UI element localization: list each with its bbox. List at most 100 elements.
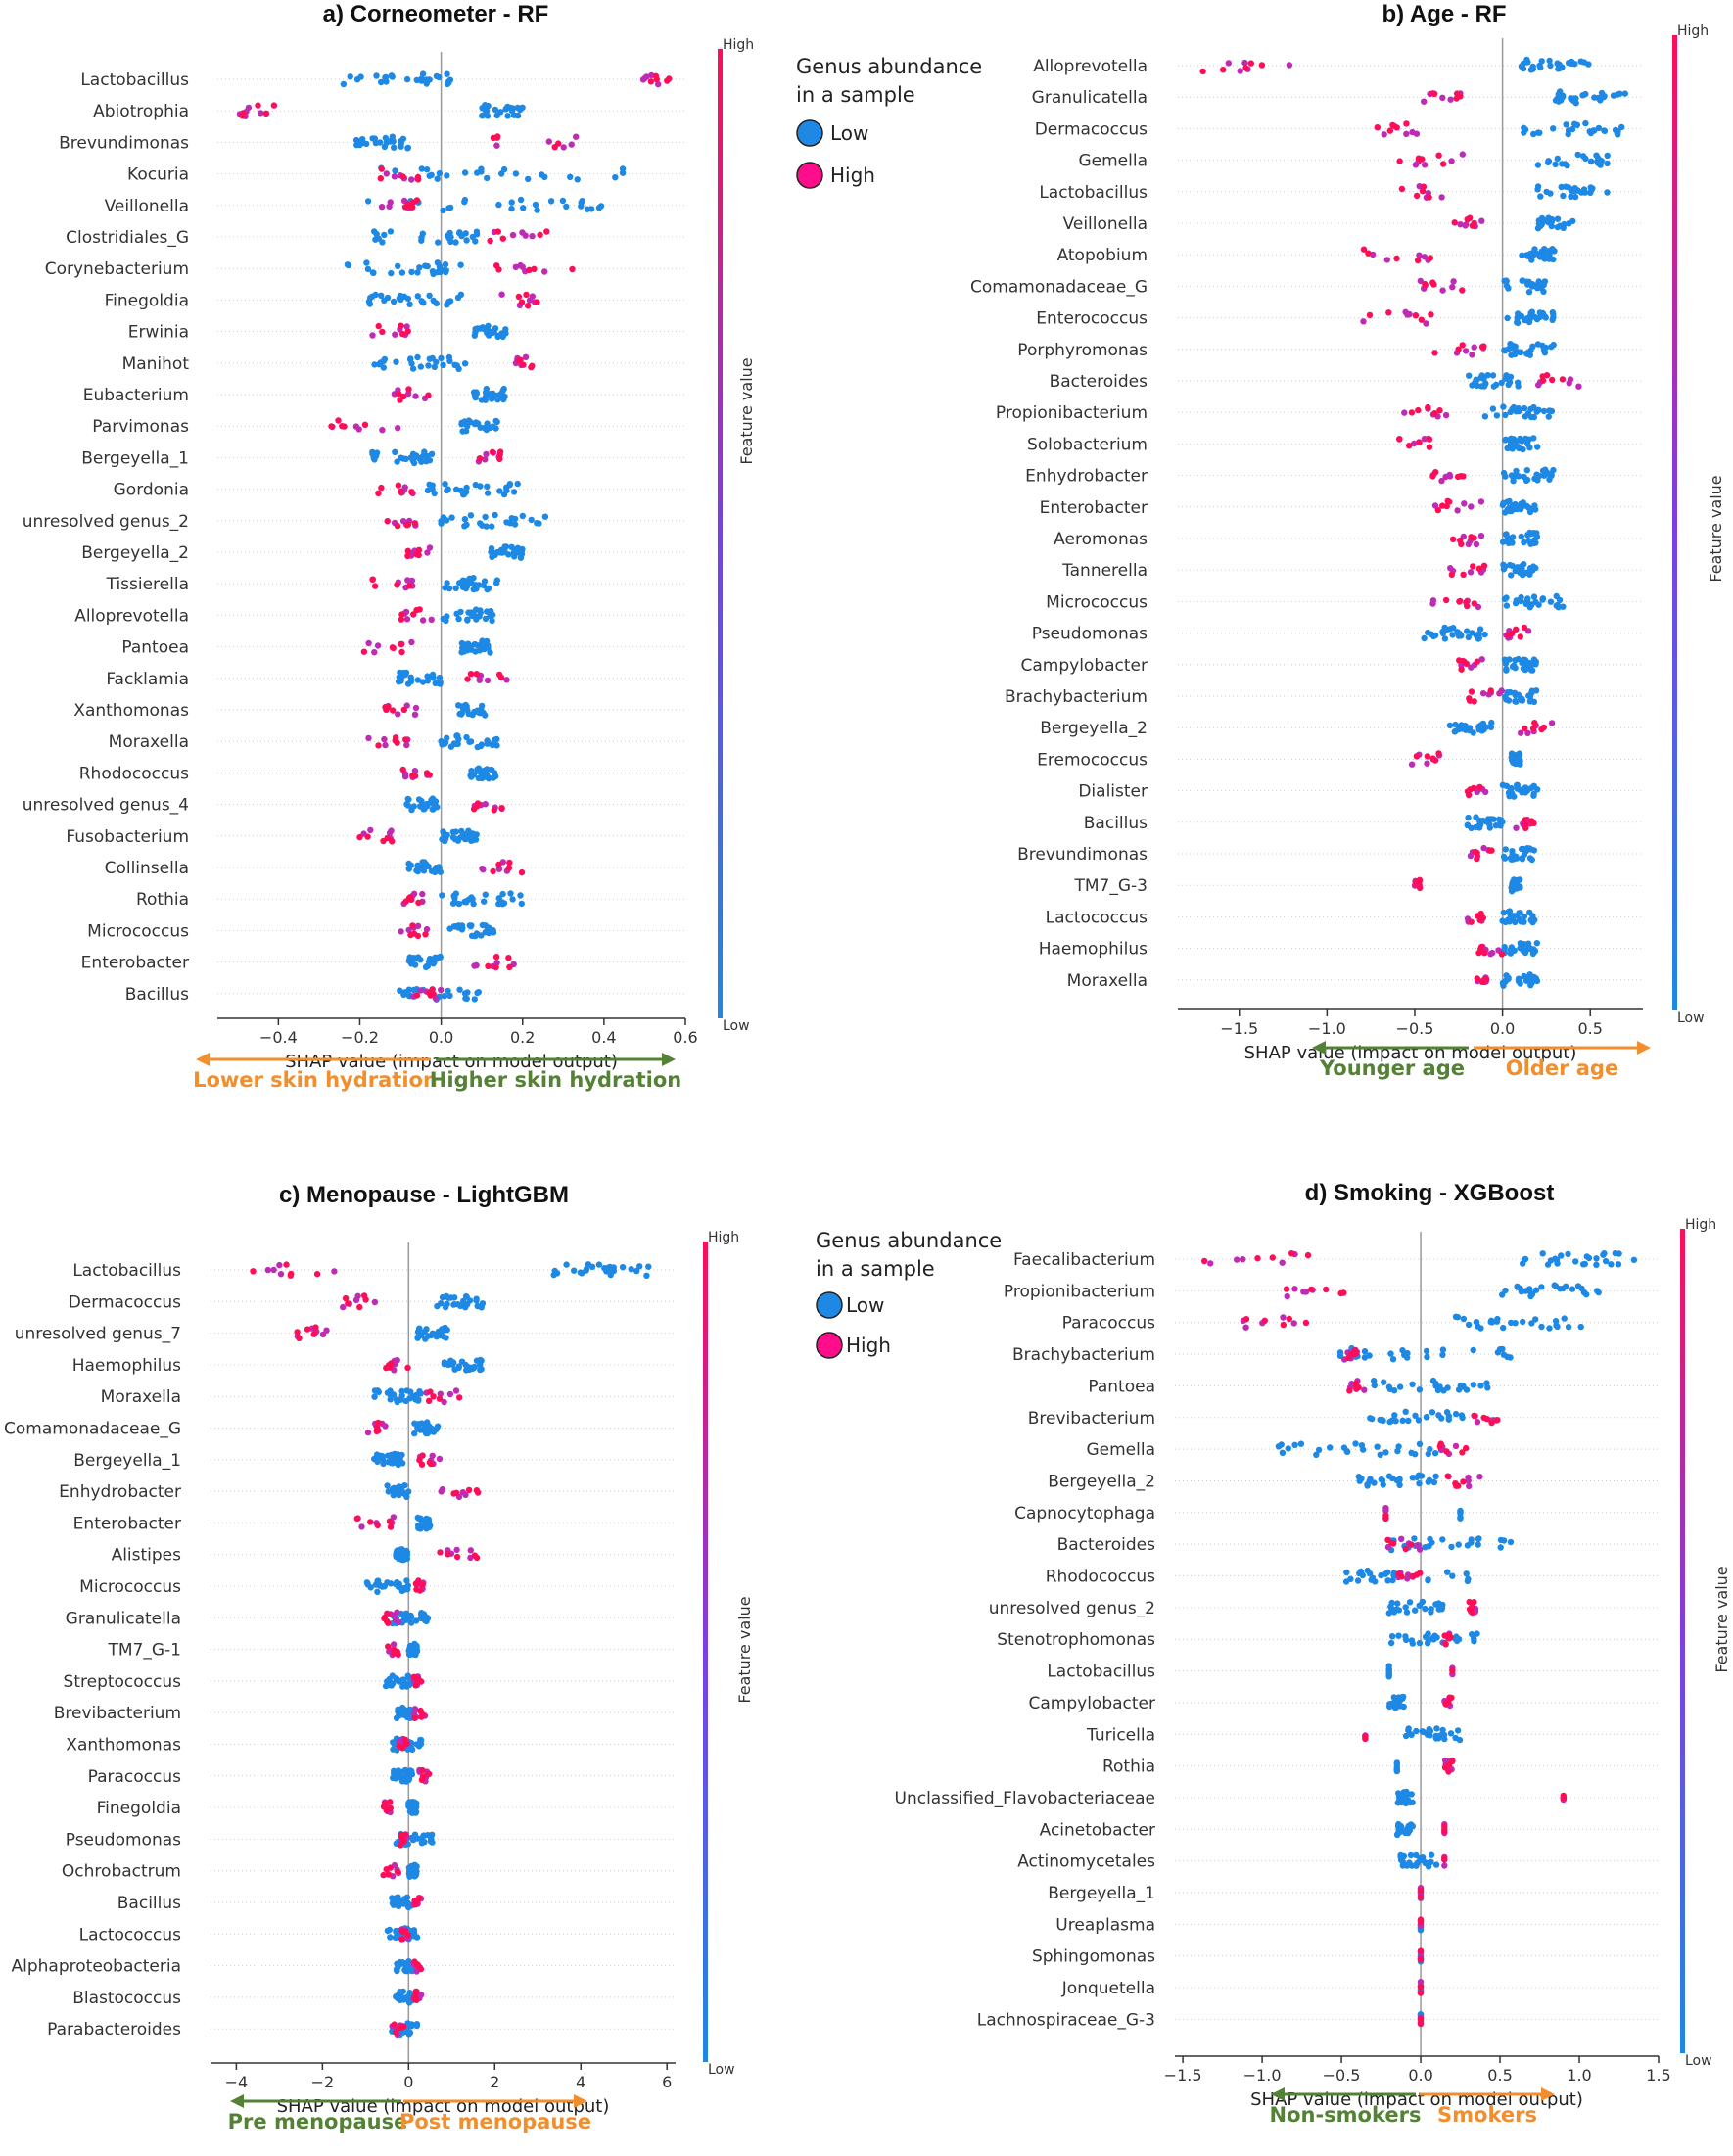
shap-point: [1470, 784, 1477, 792]
shap-point: [428, 450, 436, 457]
shap-point: [428, 1332, 435, 1339]
feature-label: Enterobacter: [81, 954, 189, 973]
shap-point: [1543, 469, 1551, 476]
shap-point: [409, 773, 416, 779]
shap-point: [451, 835, 458, 843]
shap-point: [384, 518, 391, 525]
shap-point: [461, 516, 469, 523]
feature-label: Ochrobactrum: [62, 1862, 181, 1882]
shap-point: [373, 72, 380, 79]
shap-point: [1507, 341, 1514, 348]
colorbar-title: Feature value: [737, 357, 756, 464]
shap-point: [1543, 188, 1550, 196]
shap-point: [1502, 1287, 1509, 1294]
chart-title: c) Menopause - LightGBM: [279, 1182, 569, 1208]
shap-point: [331, 1268, 338, 1275]
shap-point: [413, 1642, 420, 1650]
shap-point: [387, 1799, 394, 1805]
shap-point: [1459, 342, 1466, 349]
shap-point: [1389, 1576, 1396, 1584]
shap-point: [1515, 473, 1522, 480]
shap-point: [506, 859, 513, 867]
shap-point: [364, 833, 371, 840]
shap-point: [1506, 561, 1514, 569]
shap-point: [477, 609, 484, 616]
shap-point: [1414, 257, 1422, 264]
shap-point: [375, 742, 382, 749]
shap-point: [1535, 382, 1542, 389]
shap-point: [404, 1932, 412, 1939]
shap-point: [461, 196, 469, 204]
shap-point: [492, 106, 499, 114]
shap-point: [1540, 347, 1548, 353]
shap-point: [462, 1292, 470, 1300]
shap-point: [1526, 855, 1534, 862]
feature-label: Brevibacterium: [1028, 1409, 1155, 1429]
shap-point: [1480, 383, 1488, 390]
shap-point: [406, 1990, 413, 1996]
shap-point: [455, 922, 462, 929]
shap-point: [1455, 726, 1462, 733]
shap-point: [442, 837, 448, 845]
shap-point: [352, 136, 360, 144]
feature-label: Tannerella: [1061, 561, 1148, 581]
shap-point: [415, 899, 422, 907]
shap-point: [398, 322, 404, 329]
shap-point: [345, 261, 352, 269]
shap-point: [414, 1898, 421, 1905]
shap-point: [1502, 660, 1510, 667]
shap-point: [490, 774, 496, 781]
shap-point: [1395, 1632, 1402, 1639]
shap-point: [1480, 375, 1487, 383]
shap-point: [441, 1398, 447, 1406]
shap-point: [1465, 1477, 1472, 1484]
shap-point: [408, 2021, 415, 2028]
shap-point: [446, 925, 453, 932]
shap-point: [347, 73, 353, 80]
shap-point: [1439, 628, 1446, 635]
shap-point: [1390, 1694, 1398, 1701]
shap-point: [409, 1869, 416, 1876]
shap-point: [423, 80, 430, 87]
shap-point: [444, 734, 450, 741]
shap-point: [408, 577, 416, 585]
shap-point: [1428, 1609, 1434, 1616]
shap-point: [399, 1929, 406, 1936]
shap-point: [1547, 62, 1554, 70]
shap-point: [1439, 1351, 1446, 1359]
x-tick-label: 0.6: [673, 1028, 697, 1047]
shap-point: [432, 680, 439, 687]
shap-point: [1460, 1315, 1468, 1323]
feature-label: Enterobacter: [73, 1514, 181, 1533]
feature-label: Paracoccus: [88, 1767, 182, 1787]
shap-point: [1369, 1574, 1377, 1581]
shap-point: [473, 389, 480, 396]
shap-point: [437, 868, 444, 875]
shap-point: [1441, 1862, 1448, 1869]
shap-point: [389, 838, 396, 845]
shap-point: [364, 1429, 372, 1436]
shap-point: [488, 396, 495, 402]
shap-point: [438, 1331, 445, 1337]
shap-point: [1428, 1851, 1435, 1858]
shap-point: [391, 1612, 398, 1618]
feature-label: Dermacoccus: [69, 1292, 181, 1312]
shap-point: [518, 550, 526, 558]
shap-point: [1563, 1283, 1569, 1290]
shap-point: [609, 1267, 616, 1274]
shap-point: [417, 1615, 425, 1622]
shap-point: [476, 677, 483, 683]
shap-point: [1463, 660, 1471, 667]
feature-label: Lachnospiraceae_G-3: [977, 2010, 1155, 2030]
shap-point: [1441, 1827, 1448, 1835]
shap-point: [385, 704, 392, 711]
shap-point: [258, 110, 264, 117]
shap-point: [514, 480, 521, 488]
shap-point: [1367, 1476, 1374, 1482]
shap-point: [476, 647, 483, 654]
shap-point: [519, 512, 526, 520]
shap-point: [484, 483, 491, 490]
shap-point: [411, 768, 419, 774]
shap-point: [519, 104, 526, 112]
shap-point: [456, 986, 463, 993]
